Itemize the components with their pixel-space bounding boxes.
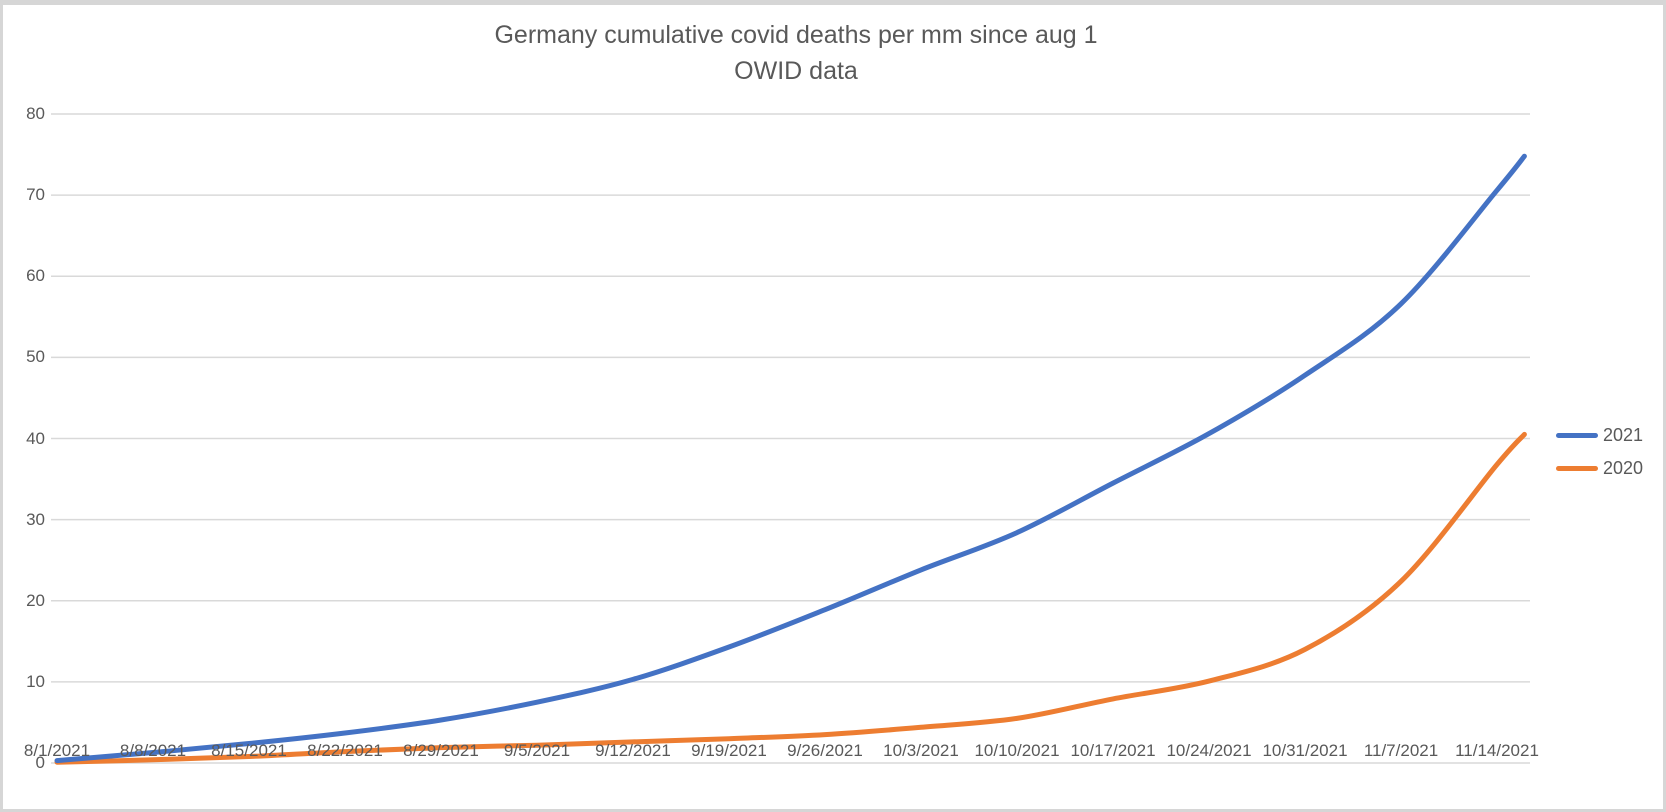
y-tick-label-50: 50 bbox=[26, 347, 45, 367]
x-tick-label-2: 8/15/2021 bbox=[211, 741, 287, 760]
x-tick-label-9: 10/3/2021 bbox=[883, 741, 959, 760]
legend-label-2021: 2021 bbox=[1603, 425, 1644, 445]
y-tick-label-20: 20 bbox=[26, 590, 45, 610]
series-line-2020 bbox=[54, 431, 1527, 765]
x-tick-label-14: 11/7/2021 bbox=[1363, 741, 1439, 760]
x-tick-label-6: 9/12/2021 bbox=[595, 741, 671, 760]
y-tick-label-60: 60 bbox=[26, 266, 45, 286]
series-line-2021 bbox=[54, 153, 1527, 764]
x-tick-label-1: 8/8/2021 bbox=[119, 741, 187, 760]
y-tick-label-70: 70 bbox=[26, 185, 45, 205]
x-tick-label-3: 8/22/2021 bbox=[307, 741, 383, 760]
y-tick-label-0: 0 bbox=[35, 753, 45, 772]
x-tick-label-12: 10/24/2021 bbox=[1166, 741, 1252, 760]
x-tick-label-15: 11/14/2021 bbox=[1455, 741, 1539, 760]
x-tick-label-5: 9/5/2021 bbox=[503, 741, 571, 760]
x-tick-label-11: 10/17/2021 bbox=[1070, 741, 1156, 760]
x-tick-label-4: 8/29/2021 bbox=[403, 741, 479, 760]
x-tick-label-13: 10/31/2021 bbox=[1262, 741, 1348, 760]
x-tick-label-8: 9/26/2021 bbox=[787, 741, 863, 760]
plot-area bbox=[51, 113, 1530, 765]
legend-item-2021: 2021 bbox=[1556, 425, 1643, 445]
x-tick-label-10: 10/10/2021 bbox=[974, 741, 1060, 760]
y-tick-label-40: 40 bbox=[26, 428, 45, 448]
legend-swatch-2020 bbox=[1556, 465, 1598, 471]
x-tick-label-0: 8/1/2021 bbox=[23, 741, 91, 760]
legend-label-2020: 2020 bbox=[1603, 458, 1644, 478]
y-tick-label-30: 30 bbox=[26, 509, 45, 529]
y-tick-label-10: 10 bbox=[26, 671, 45, 691]
legend-item-2020: 2020 bbox=[1556, 458, 1643, 478]
y-tick-label-80: 80 bbox=[26, 104, 45, 123]
legend-swatch-2021 bbox=[1556, 432, 1598, 438]
x-tick-label-7: 9/19/2021 bbox=[691, 741, 767, 760]
